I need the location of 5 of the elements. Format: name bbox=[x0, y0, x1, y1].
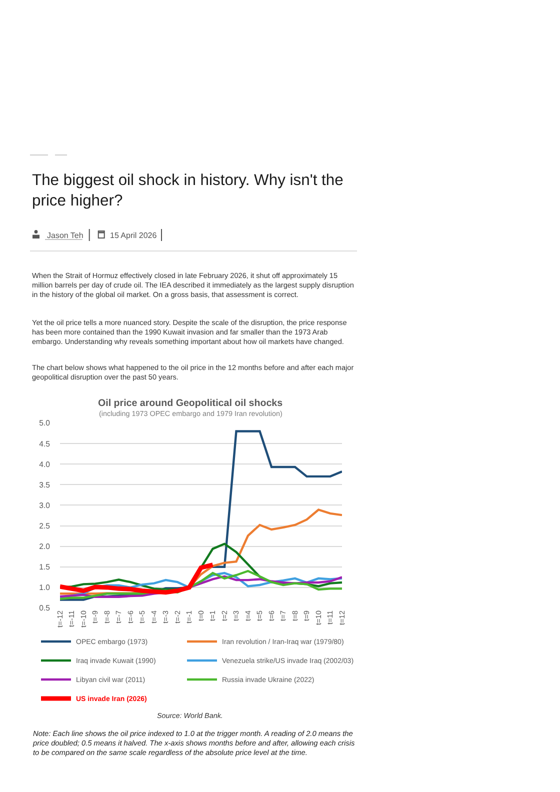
line-series bbox=[60, 562, 215, 595]
text: The biggest oil shock in history. Why isn't the price higher? bbox=[32, 172, 344, 210]
text: 15 April 2026 bbox=[110, 231, 158, 240]
text: Jason Teh bbox=[47, 231, 84, 240]
chart-title: Oil price around Geopolitical oil shocks bbox=[98, 398, 284, 409]
